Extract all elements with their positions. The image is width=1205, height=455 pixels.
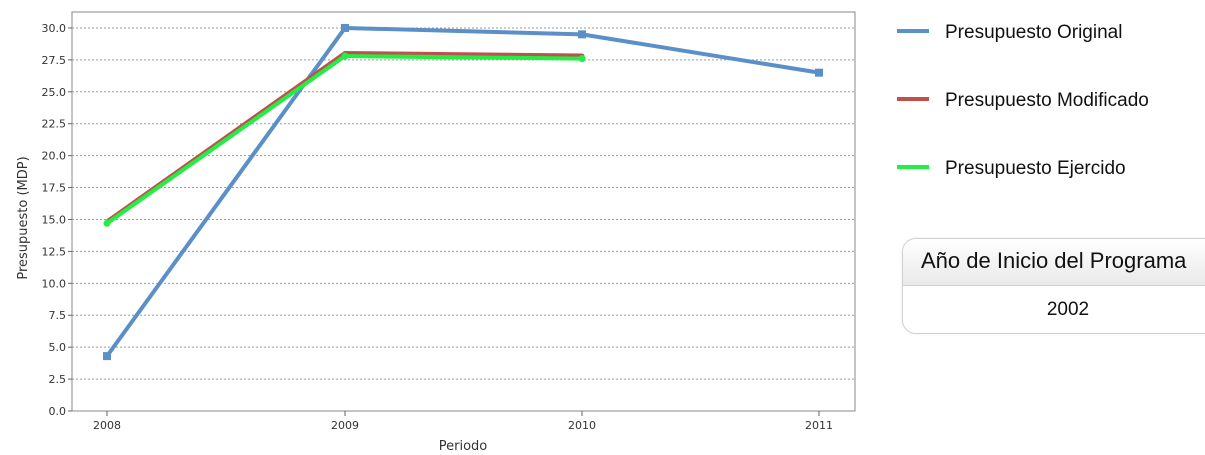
grid-lines (72, 27, 855, 412)
data-point-presupuesto-original (815, 68, 823, 77)
y-tick-label: 25.0 (42, 86, 67, 99)
x-axis-title: Periodo (439, 439, 488, 454)
x-tick-label: 2011 (805, 419, 833, 432)
y-tick-label: 20.0 (42, 150, 67, 163)
data-point-presupuesto-ejercido (341, 52, 349, 60)
legend-label-original: Presupuesto Original (945, 22, 1123, 43)
plot-border (71, 11, 856, 412)
program-start-year-value: 2002 (1046, 299, 1090, 320)
legend-swatch-original (897, 29, 929, 33)
legend-label-modificado: Presupuesto Modificado (945, 90, 1149, 111)
series-line-presupuesto-original (105, 25, 821, 359)
y-tick-label: 12.5 (42, 245, 67, 258)
data-point-presupuesto-ejercido (103, 219, 111, 227)
tick-labels: 0.0 2.5 5.0 7.5 10.0 12.5 15.0 17.5 20.0 22.5 25.0… (42, 22, 834, 432)
y-axis-title: Presupuesto (MDP) (16, 156, 31, 279)
data-point-presupuesto-original (103, 352, 111, 361)
y-tick-label: 7.5 (49, 309, 67, 322)
series-line-presupuesto-ejercido (105, 54, 584, 226)
y-tick-label: 5.0 (49, 341, 67, 354)
y-tick-label: 0.0 (49, 405, 67, 418)
program-start-year-panel: Año de Inicio del Programa 2002 (902, 238, 1205, 334)
legend-swatch-modificado (897, 97, 929, 101)
program-start-year-title: Año de Inicio del Programa (903, 239, 1205, 286)
data-point-presupuesto-original (578, 30, 586, 39)
series-line-presupuesto-modificado (104, 50, 585, 225)
y-tick-label: 27.5 (42, 54, 67, 67)
legend-label-ejercido: Presupuesto Ejercido (945, 158, 1126, 179)
series-lines (103, 23, 823, 361)
data-point-presupuesto-ejercido (578, 55, 586, 63)
y-tick-label: 30.0 (42, 22, 67, 35)
y-tick-label: 2.5 (49, 373, 67, 386)
y-tick-label: 22.5 (42, 118, 67, 131)
x-tick-label: 2010 (568, 419, 596, 432)
axes (68, 11, 856, 416)
y-tick-label: 15.0 (42, 213, 67, 226)
x-tick-label: 2009 (331, 419, 359, 432)
legend-swatch-ejercido (897, 165, 929, 169)
line-chart: 0.0 2.5 5.0 7.5 10.0 12.5 15.0 17.5 20.0 22.5 25.0… (16, 11, 856, 454)
data-point-presupuesto-original (341, 23, 349, 32)
y-tick-label: 10.0 (42, 277, 67, 290)
y-tick-label: 17.5 (42, 182, 67, 195)
x-tick-label: 2008 (93, 419, 121, 432)
